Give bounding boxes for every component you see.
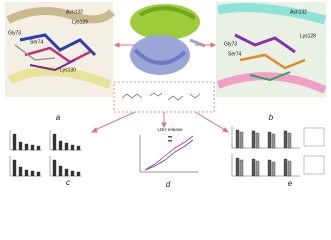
residue-label: Asn132	[290, 9, 307, 15]
panel-label: e	[288, 179, 293, 188]
residue-label: Ser74	[228, 51, 242, 57]
panel-a-image	[5, 2, 115, 97]
protein-image	[130, 4, 206, 75]
residue-label: Gly73	[224, 41, 237, 47]
panel-label: c	[66, 178, 70, 187]
arrows	[90, 42, 230, 133]
residue-label: Lys129	[72, 19, 88, 25]
panel-b-image	[216, 2, 327, 97]
panel-label: b	[269, 113, 274, 122]
graphical-abstract: Asn132 Lys129 Gly73 Ser74 Lys130 Asn132 …	[5, 2, 327, 189]
chart-title: LDH release	[157, 127, 183, 132]
residue-label: Lys128	[300, 33, 316, 39]
residue-label: Gly73	[8, 30, 21, 36]
chemical-structure	[121, 92, 201, 101]
structure-box	[113, 81, 215, 113]
residue-label: Ser74	[30, 39, 44, 45]
residue-label: Lys130	[60, 67, 76, 73]
panel-c-charts	[9, 130, 82, 177]
panel-e-charts	[231, 126, 325, 177]
panel-d-chart	[139, 135, 198, 173]
residue-label: Asn132	[66, 9, 83, 15]
panel-label: d	[166, 180, 171, 189]
panel-label: a	[56, 113, 61, 122]
